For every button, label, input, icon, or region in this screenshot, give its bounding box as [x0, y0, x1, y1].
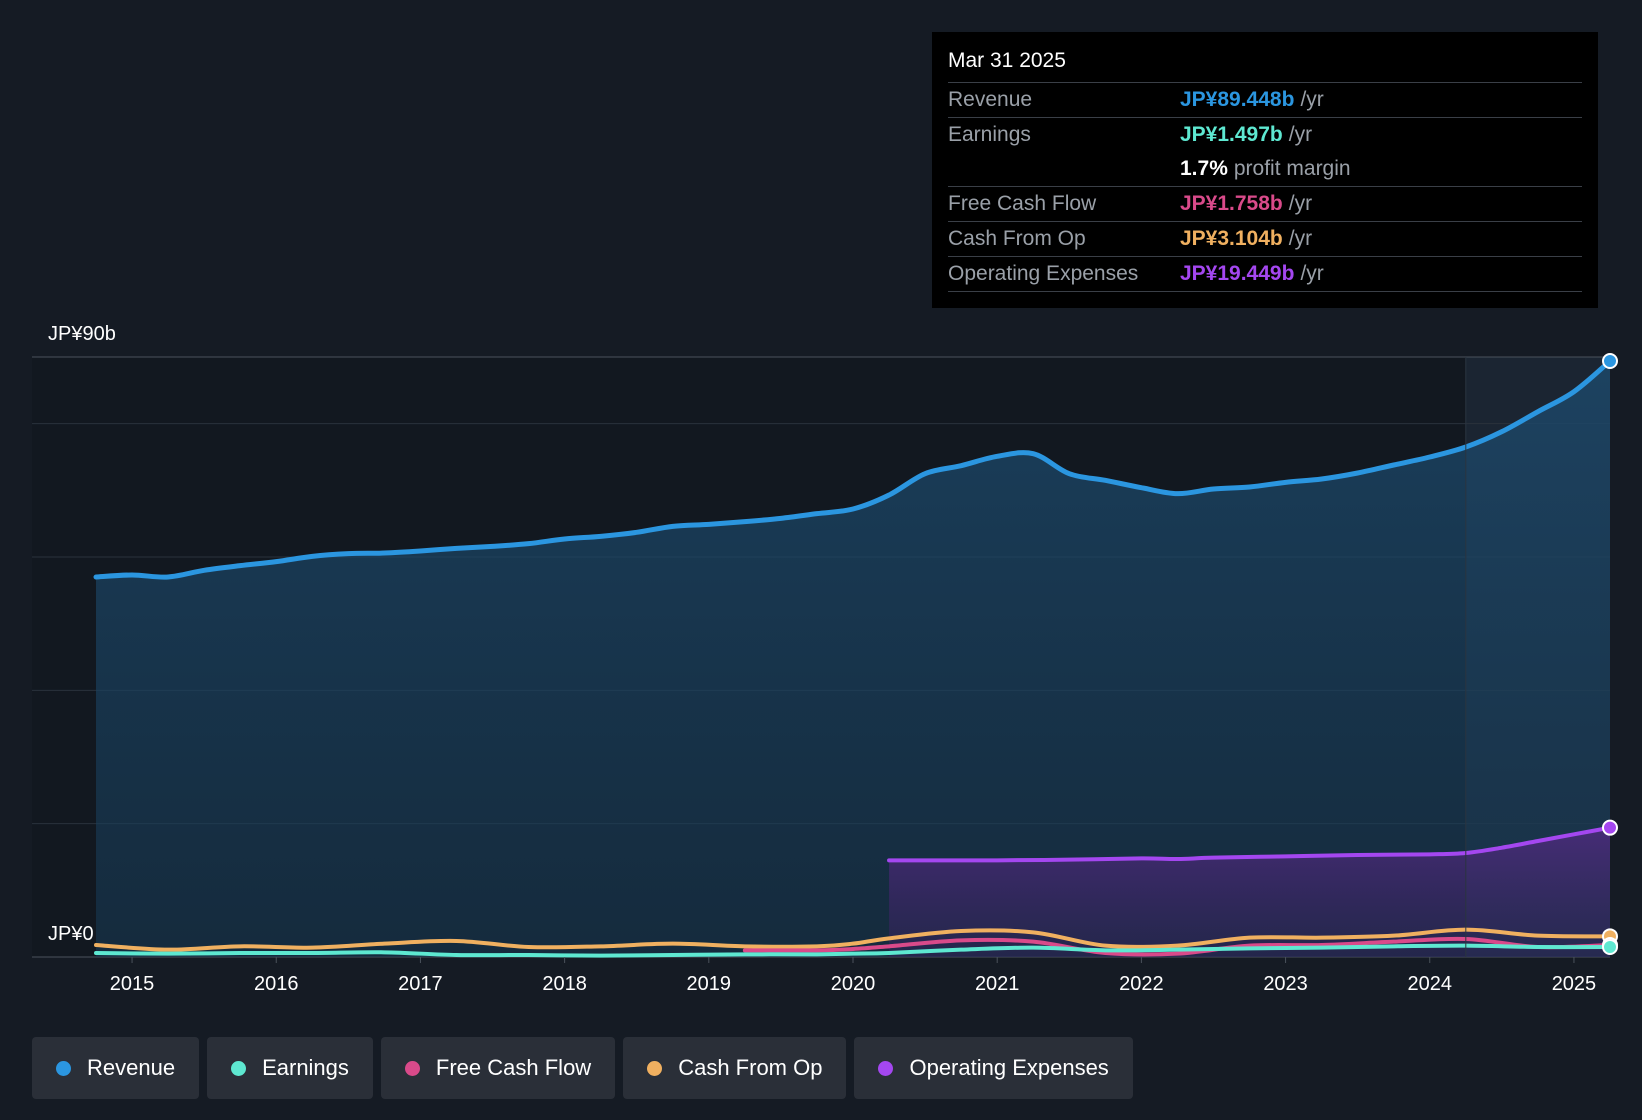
tooltip-row: Free Cash Flow JP¥1.758b/yr [948, 187, 1582, 222]
legend-label: Free Cash Flow [435, 1055, 592, 1080]
tooltip-row-unit: profit margin [1233, 157, 1351, 180]
revenue-line [93, 358, 1613, 580]
tooltip-row-value: JP¥1.497b [1180, 123, 1283, 146]
y-axis-bottom-label: JP¥0 [48, 923, 94, 945]
tooltip-row-value: JP¥19.449b [1180, 262, 1295, 285]
x-tick-label: 2016 [254, 973, 299, 995]
tooltip-row-unit: /yr [1300, 88, 1324, 111]
x-tick-label: 2019 [687, 973, 732, 995]
legend-dot-icon [404, 1060, 420, 1076]
tooltip-panel: Mar 31 2025 Revenue JP¥89.448b/yr Earnings… [932, 32, 1598, 308]
tooltip-row-label [948, 152, 1180, 186]
revenue-endpoint [1602, 353, 1618, 369]
tooltip-row-value: 1.7% [1180, 157, 1228, 180]
tooltip-row-label: Earnings [948, 123, 1031, 146]
x-tick-label: 2024 [1408, 973, 1453, 995]
tooltip-row: Cash From Op JP¥3.104b/yr [948, 222, 1582, 257]
free-cash-flow-line [742, 936, 1612, 957]
tooltip-row-label: Cash From Op [948, 227, 1086, 250]
tooltip-row-unit: /yr [1288, 192, 1313, 215]
legend-item-revenue[interactable]: Revenue [32, 1037, 200, 1099]
tooltip-row-unit: /yr [1288, 227, 1313, 250]
x-tick-label: 2022 [1119, 973, 1164, 995]
x-tick-label: 2021 [975, 973, 1020, 995]
legend-label: Operating Expenses [909, 1055, 1109, 1080]
legend-dot-icon [878, 1060, 894, 1076]
legend: Revenue Earnings Free Cash Flow Cash From O… [32, 1037, 1133, 1099]
operating-expenses-endpoint [1602, 819, 1618, 836]
tooltip-row-value: JP¥89.448b [1180, 88, 1295, 111]
x-tick-label: 2023 [1263, 973, 1308, 995]
legend-dot-icon [231, 1060, 247, 1076]
legend-dot-icon [647, 1060, 663, 1076]
earnings-line [94, 943, 1612, 958]
tooltip-row-label: Free Cash Flow [948, 192, 1097, 215]
tooltip-row: 1.7% profit margin [948, 152, 1582, 187]
tooltip-row: Operating Expenses JP¥19.449b/yr [948, 257, 1582, 292]
legend-label: Revenue [87, 1055, 176, 1080]
legend-label: Earnings [262, 1055, 349, 1080]
legend-item-earnings[interactable]: Earnings [207, 1037, 373, 1099]
tooltip-row-value: JP¥3.104b [1180, 227, 1283, 250]
tooltip-row: Revenue JP¥89.448b/yr [948, 83, 1582, 118]
x-tick-label: 2015 [110, 973, 155, 995]
earnings-endpoint [1602, 939, 1618, 955]
legend-item-operating-expenses[interactable]: Operating Expenses [854, 1037, 1133, 1099]
revenue-area [96, 361, 1610, 957]
tooltip-row-label: Operating Expenses [948, 262, 1139, 285]
tooltip-row-unit: /yr [1300, 262, 1324, 285]
tooltip-row-label: Revenue [948, 88, 1033, 111]
y-axis-top-label: JP¥90b [48, 323, 116, 345]
cash-from-op-line [94, 927, 1612, 952]
tooltip-row-value: JP¥1.758b [1180, 192, 1283, 215]
legend-label: Cash From Op [678, 1055, 823, 1080]
tooltip-row-unit: /yr [1288, 123, 1313, 146]
x-tick-label: 2025 [1552, 973, 1597, 995]
legend-dot-icon [56, 1060, 71, 1076]
legend-item-free-cash-flow[interactable]: Free Cash Flow [380, 1037, 616, 1099]
tooltip-date: Mar 31 2025 [948, 46, 1582, 83]
x-tick-label: 2018 [542, 973, 587, 995]
legend-item-cash-from-op[interactable]: Cash From Op [623, 1037, 847, 1099]
x-tick-label: 2017 [398, 973, 443, 995]
operating-expenses-line [887, 825, 1612, 863]
x-tick-label: 2020 [831, 973, 876, 995]
tooltip-row: Earnings JP¥1.497b/yr [948, 118, 1582, 152]
